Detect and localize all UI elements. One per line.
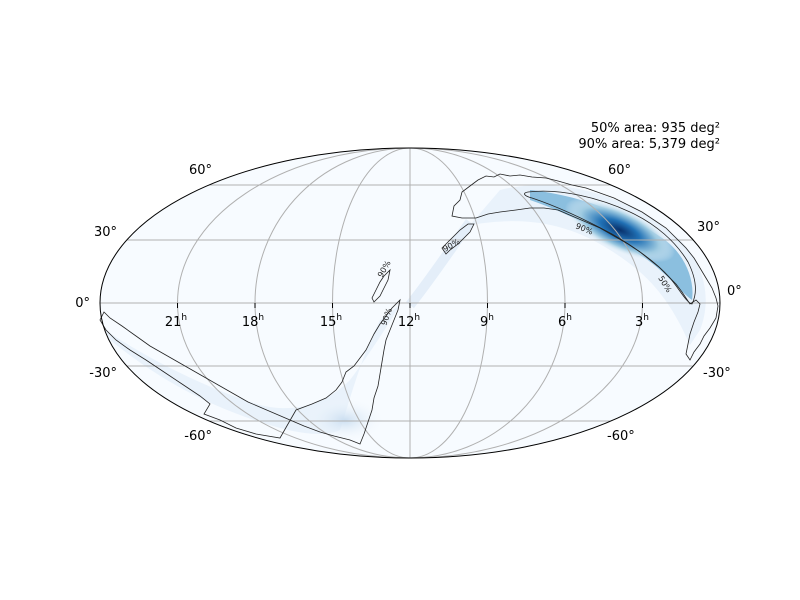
ra-tick-label: 15h (320, 313, 342, 330)
dec-tick-label: -30° (703, 366, 731, 381)
contour-90-south (99, 298, 401, 445)
ra-tick-label: 12h (398, 313, 420, 330)
dec-tick-label: 60° (189, 163, 212, 178)
ra-tick-marks (177, 303, 643, 308)
probability-density (105, 185, 706, 442)
projection-boundary (99, 147, 721, 459)
dec-tick-label: 30° (697, 220, 720, 235)
contours (99, 173, 719, 445)
dec-tick-label: -60° (184, 429, 212, 444)
contour-90-small (371, 268, 391, 303)
contour-90-main (451, 173, 719, 361)
diagonal-haze (406, 219, 475, 309)
dec-tick-label: 60° (608, 163, 631, 178)
dec-tick-labels-left: 60° 30° 0° -30° -60° (75, 163, 212, 444)
ra-tick-label: 6h (558, 313, 572, 330)
area-50-label: 50% area: 935 deg² (591, 121, 720, 136)
main-arc-peak (564, 197, 676, 263)
dec-tick-label: -30° (89, 366, 117, 381)
dec-tick-label: 0° (727, 284, 742, 299)
dec-tick-label: 30° (94, 225, 117, 240)
ra-tick-label: 21h (165, 313, 187, 330)
area-90-label: 90% area: 5,379 deg² (578, 137, 720, 152)
ra-tick-labels: 21h 18h 15h 12h 9h 6h 3h (165, 313, 649, 330)
contour-50 (524, 190, 696, 305)
ra-tick-label: 3h (635, 313, 649, 330)
area-annotation: 50% area: 935 deg² 90% area: 5,379 deg² (578, 121, 720, 152)
dec-tick-label: -60° (607, 429, 635, 444)
dec-tick-labels-right: 60° 30° 0° -30° -60° (607, 163, 742, 444)
dec-tick-label: 0° (75, 296, 90, 311)
contour-90-diagonal (441, 223, 475, 255)
ra-tick-label: 9h (480, 313, 494, 330)
ra-tick-label: 18h (242, 313, 264, 330)
